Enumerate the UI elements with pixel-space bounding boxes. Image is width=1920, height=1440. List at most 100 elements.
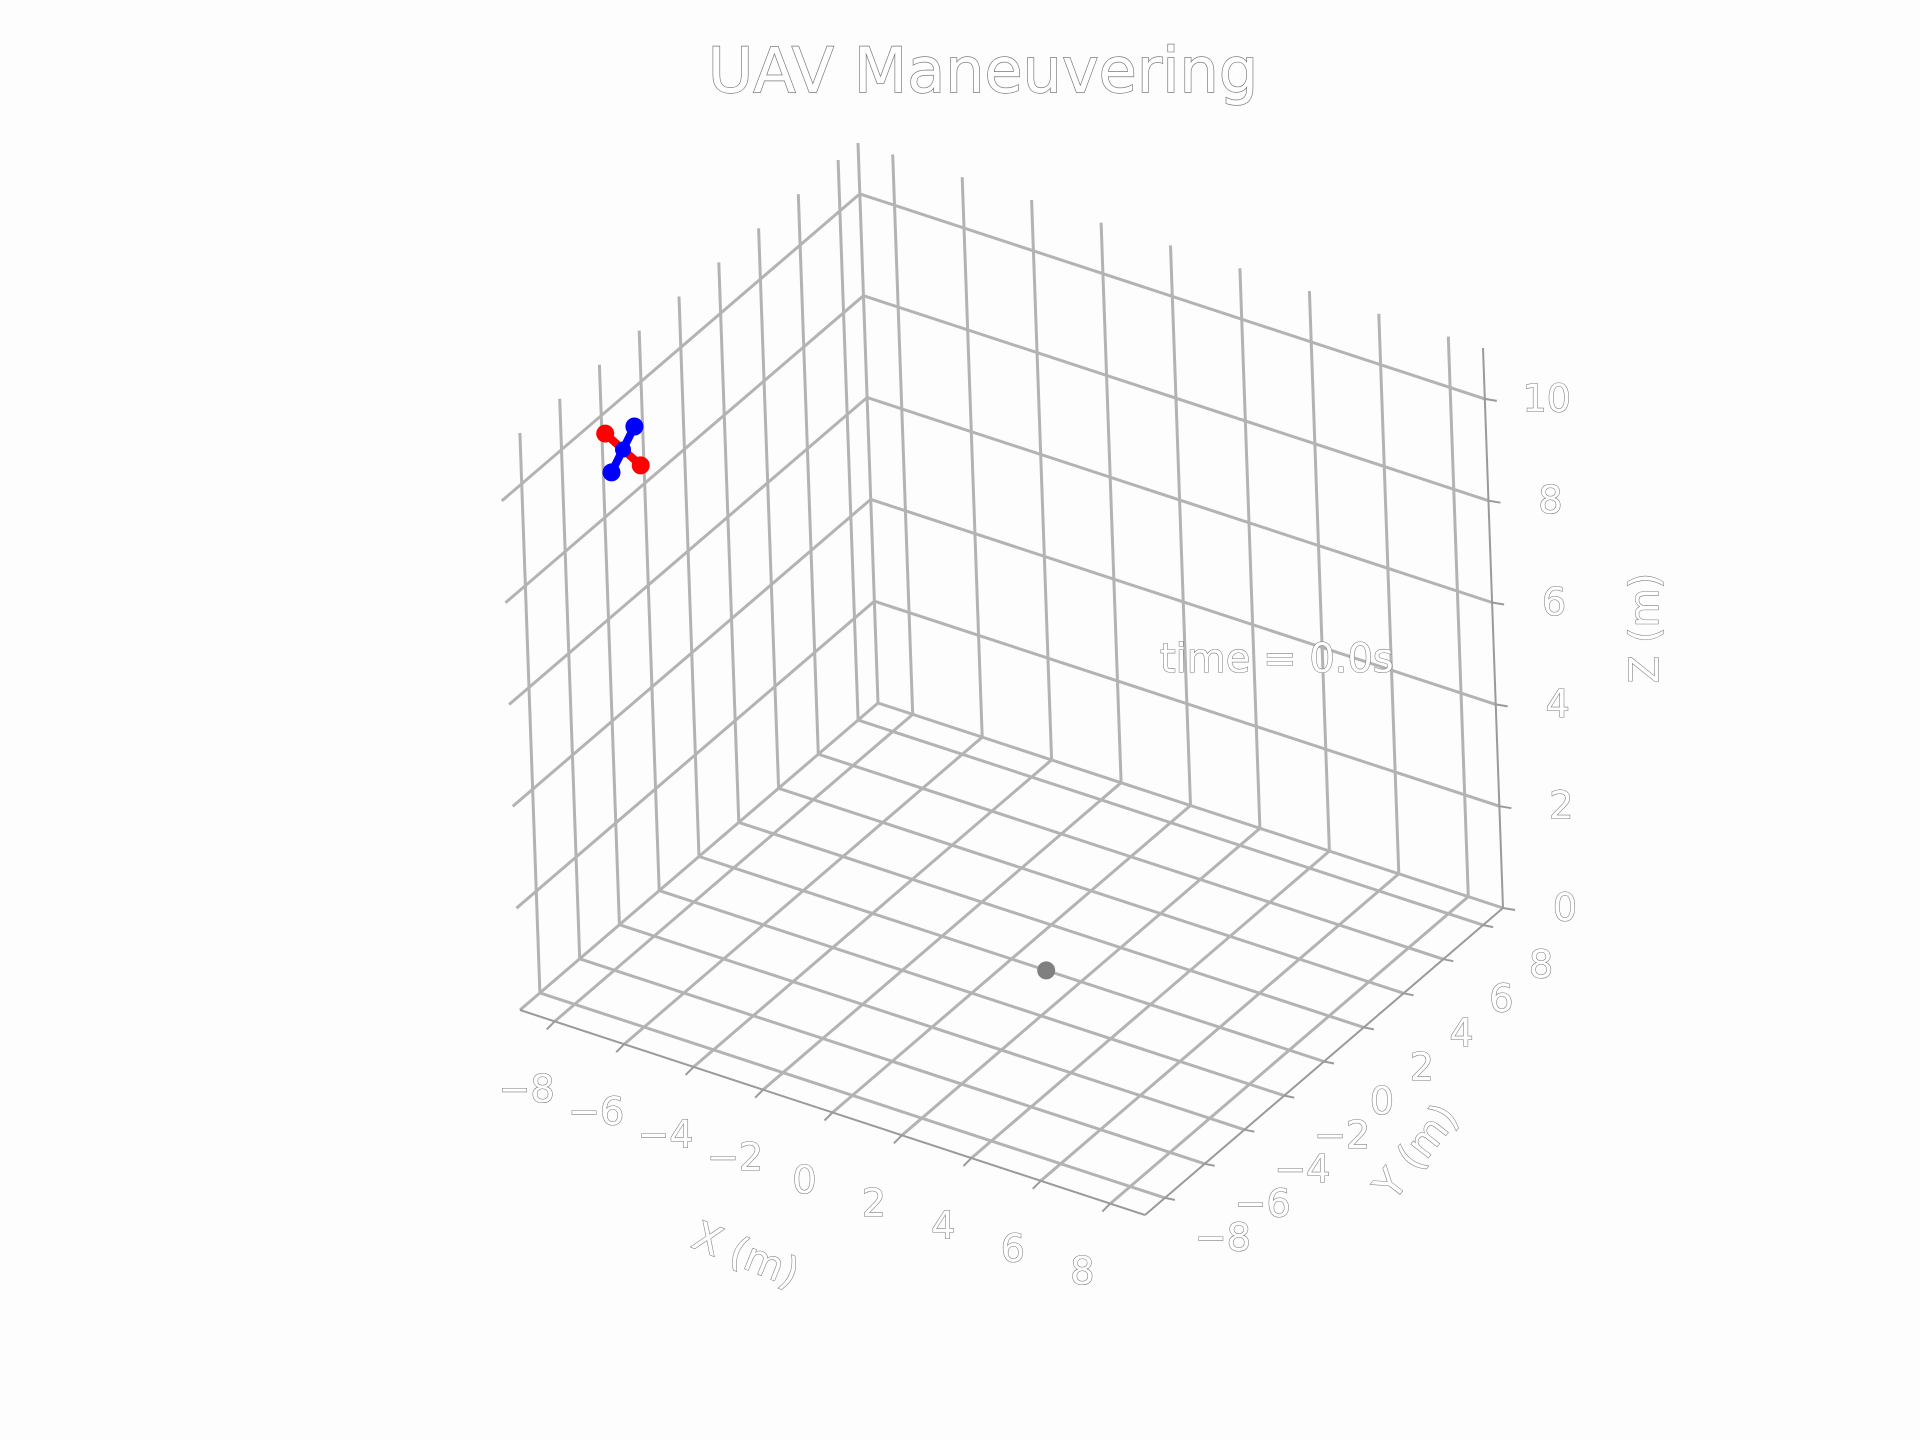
x-tick-mark [823, 1111, 834, 1122]
y-tick-label: 2 [1410, 1045, 1434, 1089]
y-tick-mark [1443, 958, 1454, 963]
x-axis-label: X (m) [686, 1213, 805, 1297]
uav-arm-blue-rotor [602, 463, 621, 482]
y-tick-label: −2 [1314, 1113, 1370, 1157]
y-tick-label: 6 [1489, 977, 1513, 1021]
y-tick-label: 0 [1370, 1079, 1394, 1123]
y-tick-label: 4 [1450, 1011, 1474, 1055]
uav-arm-blue-rotor [625, 417, 644, 436]
backwall-grid-z [866, 396, 1493, 604]
y-tick-mark [1482, 924, 1494, 929]
floor-grid-y [539, 991, 1166, 1200]
sidewall-grid-z [504, 294, 865, 604]
sidewall-grid-z [508, 396, 869, 706]
y-tick-label: −6 [1235, 1181, 1291, 1225]
y-tick-mark [1204, 1162, 1215, 1167]
y-tick-mark [1284, 1094, 1295, 1099]
sidewall-grid-y [677, 296, 701, 857]
sidewall-grid-z [511, 498, 872, 808]
x-tick-label: 0 [792, 1158, 816, 1202]
z-axis-label: Z (m) [1622, 573, 1668, 683]
backwall-grid-x [1446, 336, 1470, 897]
sidewall-grid-y [518, 432, 542, 993]
backwall-grid-x [1307, 291, 1331, 852]
x-tick-mark [754, 1088, 764, 1099]
x-tick-label: 4 [931, 1204, 955, 1248]
y-tick-mark [1323, 1060, 1335, 1065]
z-tick-label: 10 [1523, 376, 1571, 420]
uav-arm-red-rotor [631, 456, 650, 475]
z-tick-mark [1502, 907, 1516, 911]
target-point [1037, 961, 1056, 980]
floor-grid-y [857, 718, 1484, 927]
z-tick-label: 8 [1538, 478, 1562, 522]
z-tick-label: 0 [1553, 886, 1577, 930]
backwall-grid-x [1377, 313, 1401, 874]
x-tick-mark [615, 1043, 625, 1053]
z-tick-mark [1484, 397, 1497, 402]
sidewall-grid-z [519, 701, 879, 1012]
sidewall-grid-y [558, 398, 582, 959]
backwall-grid-x [1099, 222, 1123, 783]
y-tick-label: −4 [1274, 1147, 1330, 1191]
sidewall-grid-z [515, 600, 876, 910]
x-tick-mark [1101, 1202, 1112, 1213]
backwall-grid-x [891, 154, 915, 715]
x-tick-label: −2 [707, 1135, 763, 1179]
z-tick-label: 6 [1542, 580, 1566, 624]
x-tick-mark [962, 1157, 973, 1167]
y-tick-label: 8 [1529, 943, 1553, 987]
z-tick-label: 2 [1549, 784, 1573, 828]
backwall-grid-z [859, 192, 1486, 401]
y-tick-mark [1403, 992, 1414, 997]
pane-edge [856, 142, 880, 704]
y-tick-mark [1164, 1196, 1176, 1201]
x-tick-label: 2 [862, 1181, 886, 1225]
backwall-grid-z [870, 497, 1497, 706]
floor-grid-y [738, 820, 1365, 1029]
sidewall-grid-y [757, 228, 781, 789]
sidewall-grid-y [717, 262, 741, 823]
floor-grid-y [618, 923, 1245, 1132]
sidewall-grid-y [836, 160, 860, 721]
time-annotation: time = 0.0s [1160, 636, 1394, 682]
sidewall-grid-z [500, 192, 861, 503]
z-tick-mark [1499, 805, 1512, 810]
sidewall-grid-y [597, 364, 621, 925]
sidewall-grid-y [637, 330, 661, 891]
x-tick-label: −4 [638, 1112, 694, 1156]
y-tick-mark [1363, 1026, 1374, 1031]
chart-title: UAV Maneuvering [708, 34, 1258, 107]
x-tick-label: −6 [568, 1090, 624, 1134]
z-tick-mark [1495, 703, 1508, 708]
z-axis-line [1482, 347, 1504, 909]
backwall-grid-x [1169, 245, 1192, 806]
x-tick-label: 6 [1001, 1226, 1025, 1270]
x-tick-mark [684, 1066, 695, 1076]
backwall-grid-z [877, 701, 1504, 910]
y-tick-label: −8 [1195, 1215, 1251, 1259]
backwall-grid-x [1030, 199, 1054, 760]
floor-grid-y [698, 855, 1325, 1063]
backwall-grid-x [1238, 268, 1262, 829]
data-marks [596, 417, 1056, 980]
grid-layer [500, 142, 1504, 1205]
floor-grid-y [817, 752, 1444, 961]
axis-layer [519, 347, 1516, 1216]
x-tick-mark [1032, 1180, 1042, 1190]
uav-arm-red-rotor [596, 424, 615, 443]
z-tick-mark [1491, 601, 1505, 606]
backwall-grid-z [873, 599, 1500, 808]
x-tick-mark [545, 1020, 556, 1031]
floor-grid-y [579, 957, 1206, 1166]
backwall-grid-x [960, 177, 984, 738]
z-tick-mark [1488, 499, 1501, 504]
sidewall-grid-y [796, 194, 820, 755]
y-tick-mark [1244, 1128, 1255, 1133]
x-tick-mark [893, 1134, 903, 1145]
x-tick-label: 8 [1070, 1249, 1094, 1293]
z-tick-label: 4 [1546, 682, 1570, 726]
x-tick-label: −8 [499, 1067, 555, 1111]
